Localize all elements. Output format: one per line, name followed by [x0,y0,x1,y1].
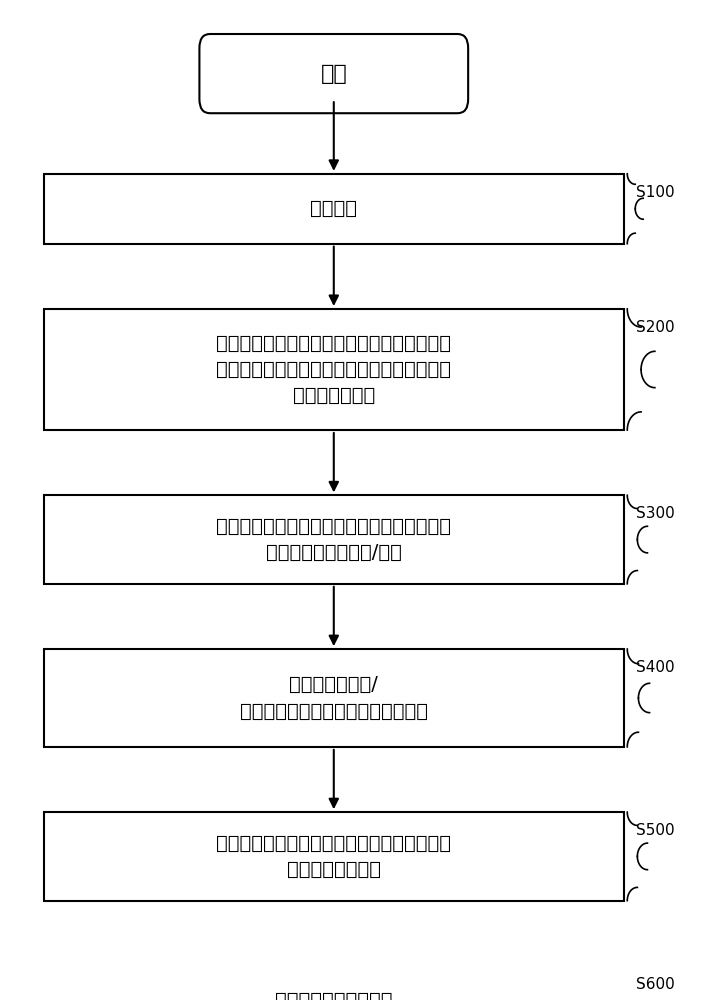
FancyBboxPatch shape [44,812,624,901]
FancyBboxPatch shape [44,495,624,584]
Text: 介质层以及所述栅介质层上的伪栅，所述伪栅: 介质层以及所述栅介质层上的伪栅，所述伪栅 [217,360,452,379]
Text: 提供衬底: 提供衬底 [310,199,357,218]
Text: 开始: 开始 [320,64,347,84]
Text: ，并移除所述伪栅: ，并移除所述伪栅 [287,860,381,879]
Text: 执行源漏注入退火工艺: 执行源漏注入退火工艺 [275,991,393,1000]
Text: S300: S300 [636,506,675,521]
Text: 在该衬底上形成伪栅堆叠，该伪栅堆叠包括栅: 在该衬底上形成伪栅堆叠，该伪栅堆叠包括栅 [217,334,452,353]
Text: S500: S500 [636,823,675,838]
Text: S400: S400 [636,660,675,675]
Text: S100: S100 [636,185,675,200]
Text: 离子注入，以形成源/漏区: 离子注入，以形成源/漏区 [266,543,402,562]
Text: 漏区以及所述伪栅堆叠的层间介质层: 漏区以及所述伪栅堆叠的层间介质层 [240,702,428,721]
FancyBboxPatch shape [200,34,468,113]
FancyBboxPatch shape [44,174,624,244]
FancyBboxPatch shape [44,966,624,1000]
Text: 的材料是非晶硅: 的材料是非晶硅 [293,386,375,405]
FancyBboxPatch shape [44,649,624,747]
Text: S600: S600 [636,977,675,992]
Text: 形成覆盖所述源/: 形成覆盖所述源/ [290,675,378,694]
Text: S200: S200 [636,320,675,335]
Text: 除去所述层间介质层的一部分以暴露所述伪栅: 除去所述层间介质层的一部分以暴露所述伪栅 [217,834,452,853]
FancyBboxPatch shape [44,309,624,430]
Text: 对所述伪栅两侧的所述衬底上暴露的区域进行: 对所述伪栅两侧的所述衬底上暴露的区域进行 [217,517,452,536]
